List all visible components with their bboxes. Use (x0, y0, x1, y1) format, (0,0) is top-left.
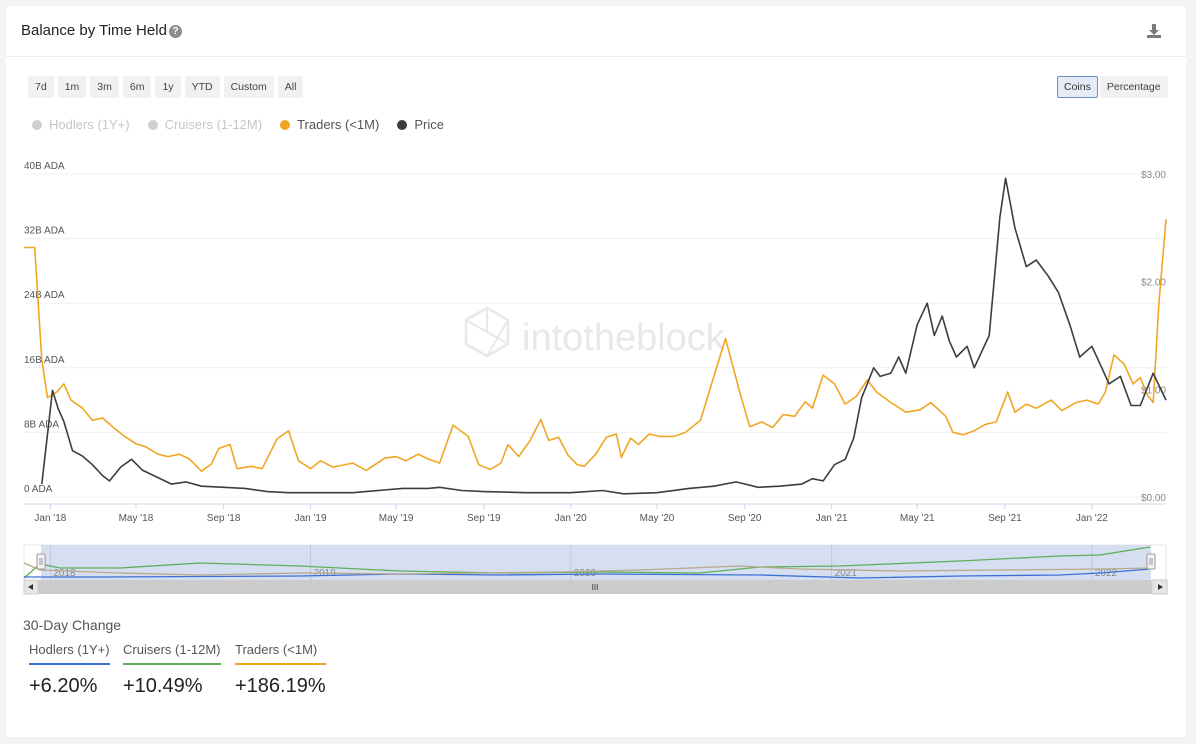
question-circle-icon[interactable]: ? (169, 25, 182, 38)
x-tick-label: May '20 (640, 513, 675, 524)
stat-label: Hodlers (1Y+) (29, 642, 110, 665)
stat-value: +10.49% (123, 675, 203, 697)
x-tick-label: Sep '18 (207, 513, 241, 524)
navigator-year-label: 2021 (835, 568, 858, 579)
x-tick-label: Sep '19 (467, 513, 501, 524)
unit-button-coins[interactable]: Coins (1057, 76, 1098, 98)
stat-block: Traders (<1M) +186.19% (235, 642, 326, 698)
scroll-right-button[interactable] (1152, 579, 1168, 595)
legend-item[interactable]: Price (397, 117, 444, 132)
stat-block: Cruisers (1-12M) +10.49% (123, 642, 221, 698)
y-left-tick-label: 16B ADA (24, 355, 65, 366)
legend-label: Hodlers (1Y+) (49, 117, 130, 132)
legend-item[interactable]: Cruisers (1-12M) (147, 117, 263, 132)
legend-dot-icon (32, 119, 42, 130)
x-tick-label: Jan '20 (555, 513, 587, 524)
range-button-1y[interactable]: 1y (155, 76, 181, 98)
scrollbar-grip-icon: III (592, 583, 599, 592)
legend-label: Price (414, 117, 444, 132)
unit-toggle: Coins Percentage (1057, 76, 1168, 98)
x-tick-label: Jan '22 (1076, 513, 1108, 524)
x-tick-label: Jan '18 (34, 513, 66, 524)
chart-legend: Hodlers (1Y+) Cruisers (1-12M) Traders (<1… (32, 117, 444, 132)
legend-item[interactable]: Traders (<1M) (280, 117, 379, 132)
scrollbar-thumb[interactable] (38, 580, 1152, 594)
x-tick-label: Jan '19 (295, 513, 327, 524)
navigator-year-label: 2022 (1095, 568, 1118, 579)
navigator-series-line (24, 568, 1151, 579)
unit-button-percentage[interactable]: Percentage (1099, 76, 1168, 98)
x-tick-label: May '21 (900, 513, 935, 524)
watermark-text: intotheblock (522, 317, 726, 359)
y-right-tick-label: $3.00 (1141, 170, 1166, 181)
x-tick-label: Sep '20 (728, 513, 762, 524)
navigator-year-label: 2018 (53, 568, 76, 579)
stat-label: Cruisers (1-12M) (123, 642, 221, 665)
y-right-tick-label: $0.00 (1141, 493, 1166, 504)
y-left-tick-label: 0 ADA (24, 484, 53, 495)
series-line-traders (24, 219, 1167, 472)
card-header: Balance by Time Held ? (6, 6, 1186, 57)
stat-block: Hodlers (1Y+) +6.20% (29, 642, 110, 698)
legend-dot-icon (397, 119, 408, 130)
watermark-logo: intotheblock (464, 306, 726, 359)
chart-card: Balance by Time Held ? 7d 1m 3m 6m 1y YTD Cust… (6, 6, 1186, 737)
stat-label: Traders (<1M) (235, 642, 326, 665)
stat-value: +6.20% (29, 675, 98, 697)
x-tick-label: May '19 (379, 513, 414, 524)
page-title: Balance by Time Held (21, 22, 167, 39)
legend-label: Cruisers (1-12M) (164, 117, 263, 132)
range-button-ytd[interactable]: YTD (184, 76, 220, 98)
range-selector: 7d 1m 3m 6m 1y YTD Custom All (28, 76, 304, 98)
range-button-6m[interactable]: 6m (122, 76, 152, 98)
range-button-1m[interactable]: 1m (57, 76, 87, 98)
y-right-tick-label: $2.00 (1141, 278, 1166, 289)
y-left-tick-label: 32B ADA (24, 226, 65, 237)
y-left-tick-label: 8B ADA (24, 419, 59, 430)
range-button-3m[interactable]: 3m (90, 76, 119, 98)
y-left-tick-label: 40B ADA (24, 161, 65, 172)
navigator-handle-right[interactable] (1146, 553, 1156, 570)
range-button-all[interactable]: All (277, 76, 304, 98)
download-icon[interactable] (1146, 23, 1162, 39)
range-button-custom[interactable]: Custom (223, 76, 274, 98)
scroll-left-button[interactable] (23, 579, 39, 595)
legend-dot-icon (280, 119, 291, 130)
legend-item[interactable]: Hodlers (1Y+) (32, 117, 130, 132)
navigator-handle-left[interactable] (36, 553, 46, 570)
summary-title: 30-Day Change (23, 617, 122, 633)
chart: 0 ADA 8B ADA 16B ADA 24B ADA 32B ADA 40B ADA $… (24, 161, 1167, 524)
series-line-price (41, 177, 1167, 495)
y-left-tick-label: 24B ADA (24, 290, 65, 301)
legend-label: Traders (<1M) (297, 117, 380, 132)
x-tick-label: Jan '21 (816, 513, 848, 524)
stat-value: +186.19% (235, 675, 326, 697)
navigator-series-line (23, 562, 1151, 576)
x-tick-label: Sep '21 (988, 513, 1022, 524)
x-tick-label: May '18 (119, 513, 154, 524)
legend-dot-icon (147, 119, 158, 130)
range-button-7d[interactable]: 7d (28, 76, 54, 98)
